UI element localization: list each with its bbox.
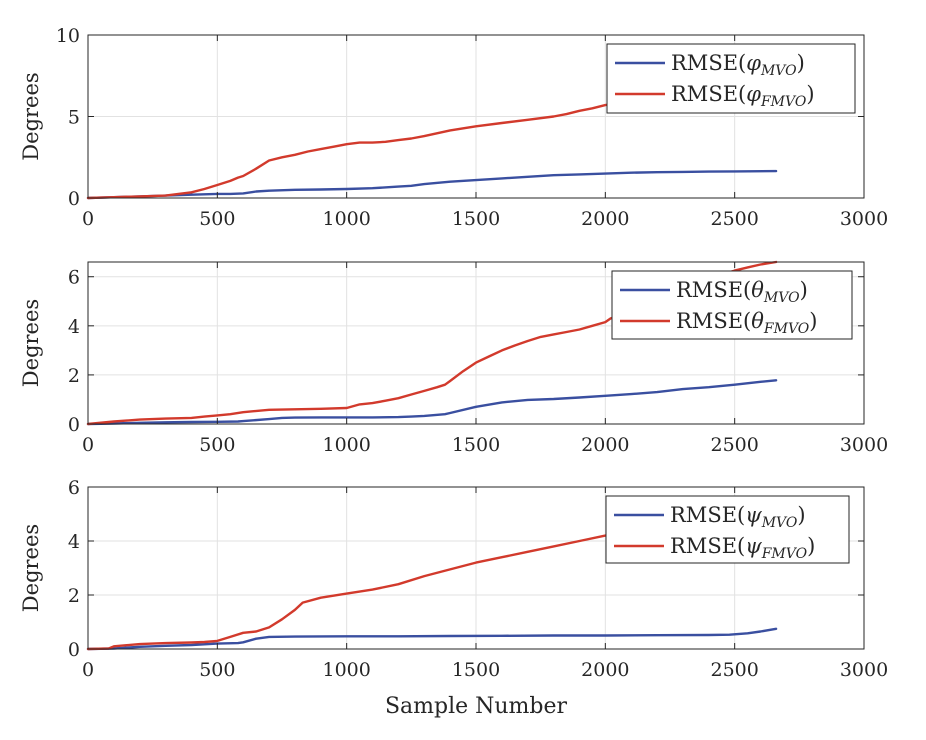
legend-entry-label: RMSE(ψFMVO) [670, 534, 815, 562]
y-tick-label: 4 [68, 316, 80, 338]
x-tick-label: 1000 [322, 659, 370, 681]
x-tick-label: 3000 [840, 659, 888, 681]
y-tick-label: 4 [68, 531, 80, 553]
x-tick-label: 0 [82, 208, 94, 230]
series-line-fmvo [86, 103, 612, 200]
y-axis-label: Degrees [19, 72, 43, 160]
x-tick-label: 2500 [710, 434, 758, 456]
x-tick-label: 1500 [452, 434, 500, 456]
x-tick-label: 500 [199, 434, 235, 456]
x-tick-label: 500 [199, 208, 235, 230]
y-tick-label: 5 [68, 107, 80, 129]
legend-entry-label: RMSE(φMVO) [671, 51, 805, 79]
legend-box [611, 270, 853, 340]
legend-entry-label: RMSE(φFMVO) [671, 82, 815, 110]
x-axis-label: Sample Number [385, 694, 568, 719]
legend-box [605, 495, 850, 564]
subplot-psi: 0 500 1000 1500 2000 2500 3000 0 2 4 6 Degrees RMSE(… [19, 477, 888, 681]
legend-entry-label: RMSE(θFMVO) [676, 309, 817, 337]
x-tick-label: 500 [199, 659, 235, 681]
x-tick-label: 2000 [581, 208, 629, 230]
y-axis-label: Degrees [19, 299, 43, 387]
y-tick-label: 6 [68, 267, 80, 289]
x-tick-label: 1500 [452, 659, 500, 681]
subplot-theta: 0 500 1000 1500 2000 2500 3000 0 2 4 6 Degrees RMSE(… [19, 260, 888, 456]
x-tick-label: 1000 [322, 208, 370, 230]
x-tick-label: 3000 [840, 434, 888, 456]
x-tick-label: 2500 [710, 659, 758, 681]
y-tick-label: 0 [68, 414, 80, 436]
y-tick-label: 2 [68, 585, 80, 607]
series-line-fmvo [86, 533, 612, 651]
subplot-phi: 0 500 1000 1500 2000 2500 3000 0 5 10 Degrees RMSE(… [19, 25, 888, 230]
x-tick-label: 1000 [322, 434, 370, 456]
x-tick-label: 1500 [452, 208, 500, 230]
x-tick-label: 2000 [581, 434, 629, 456]
x-tick-label: 3000 [840, 208, 888, 230]
legend-entry-label: RMSE(ψMVO) [670, 503, 806, 531]
y-tick-label: 0 [68, 639, 80, 661]
x-tick-label: 0 [82, 434, 94, 456]
x-tick-label: 0 [82, 659, 94, 681]
y-tick-label: 6 [68, 477, 80, 499]
legend-box [606, 43, 856, 114]
y-axis-label: Degrees [19, 524, 43, 612]
x-tick-label: 2000 [581, 659, 629, 681]
y-tick-label: 2 [68, 365, 80, 387]
legend-entry-label: RMSE(θMVO) [676, 278, 808, 306]
x-tick-label: 2500 [710, 208, 758, 230]
series-line-fmvo [86, 260, 778, 426]
y-tick-label: 10 [56, 25, 80, 47]
series-line-mvo [86, 627, 778, 651]
series-line-mvo [86, 379, 778, 426]
y-tick-label: 0 [68, 188, 80, 210]
series-line-mvo [86, 169, 778, 200]
